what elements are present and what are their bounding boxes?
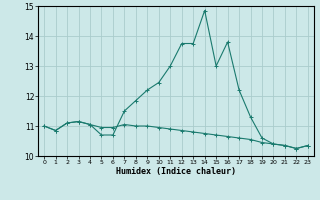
X-axis label: Humidex (Indice chaleur): Humidex (Indice chaleur) — [116, 167, 236, 176]
